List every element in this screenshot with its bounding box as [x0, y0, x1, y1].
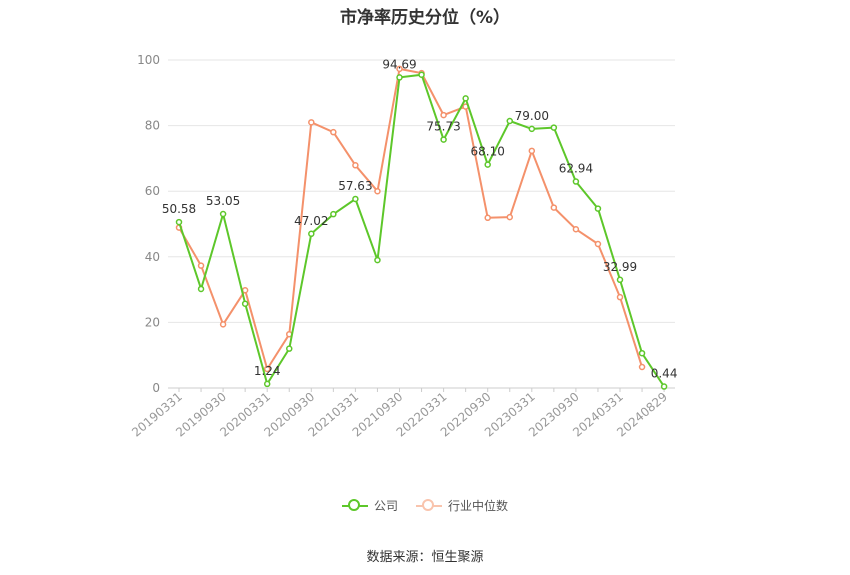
data-label: 57.63	[338, 179, 372, 193]
legend-industry-marker	[416, 498, 442, 513]
data-source: 数据来源：恒生聚源	[366, 550, 484, 565]
company-point	[396, 74, 403, 81]
industry-point	[197, 262, 205, 269]
y-tick-label: 20	[145, 315, 160, 329]
company-point	[462, 95, 469, 102]
industry-point	[263, 365, 271, 373]
industry-point	[330, 128, 337, 136]
series-line	[178, 73, 665, 388]
company-point	[616, 276, 624, 284]
industry-point	[352, 162, 359, 169]
industry-point	[594, 240, 602, 248]
chart-title: 市净率历史分位（%）	[339, 8, 511, 28]
industry-point	[572, 225, 580, 233]
company-point	[197, 285, 205, 293]
industry-point	[616, 293, 624, 301]
line-chart: 0204060801002019033120190930202003312020…	[129, 53, 678, 440]
industry-point	[308, 119, 315, 126]
company-point	[374, 256, 381, 264]
data-label: 62.94	[559, 162, 593, 176]
industry-point	[241, 287, 249, 294]
y-tick-label: 80	[145, 119, 160, 133]
company-point	[352, 195, 359, 203]
company-point	[263, 380, 271, 388]
industry-point	[396, 65, 403, 73]
data-label: 1.24	[254, 364, 281, 378]
industry-point	[550, 204, 558, 211]
data-label: 75.73	[426, 120, 460, 134]
industry-point	[440, 111, 447, 119]
industry-point	[638, 363, 646, 371]
legend-item-industry[interactable]: 行业中位数	[416, 497, 508, 514]
company-point	[219, 210, 227, 218]
legend-company-marker	[341, 498, 368, 513]
company-point	[286, 345, 293, 352]
company-point	[572, 178, 580, 185]
industry-point	[374, 187, 381, 195]
company-point	[175, 218, 183, 226]
y-tick-label: 0	[152, 381, 160, 395]
legend-company-label: 公司	[373, 499, 398, 513]
data-label: 94.69	[382, 57, 416, 71]
data-label: 50.58	[162, 202, 196, 216]
y-tick-label: 40	[145, 250, 160, 264]
series-line	[178, 67, 643, 370]
company-point	[484, 161, 491, 168]
industry-point	[219, 321, 227, 328]
company-point	[308, 230, 315, 238]
company-point	[330, 210, 337, 218]
company-point	[594, 205, 602, 212]
company-point	[506, 117, 513, 125]
legend: 公司 行业中位数	[0, 497, 850, 514]
data-label: 68.10	[471, 145, 505, 159]
company-point	[550, 124, 558, 131]
industry-point	[506, 213, 513, 221]
legend-industry-label: 行业中位数	[448, 499, 509, 513]
company-point	[638, 349, 646, 357]
data-label: 0.44	[651, 367, 678, 381]
industry-point	[484, 214, 491, 222]
data-label: 53.05	[206, 194, 240, 208]
company-point	[418, 71, 425, 79]
y-tick-label: 60	[145, 184, 160, 198]
data-label: 79.00	[515, 109, 549, 123]
company-point	[440, 136, 447, 143]
company-point	[660, 383, 668, 390]
data-label: 47.02	[294, 214, 328, 228]
industry-point	[528, 147, 536, 155]
company-point	[528, 125, 536, 133]
legend-item-company[interactable]: 公司	[341, 497, 398, 514]
data-label: 32.99	[603, 260, 637, 274]
company-point	[241, 300, 249, 307]
y-tick-label: 100	[137, 53, 160, 67]
